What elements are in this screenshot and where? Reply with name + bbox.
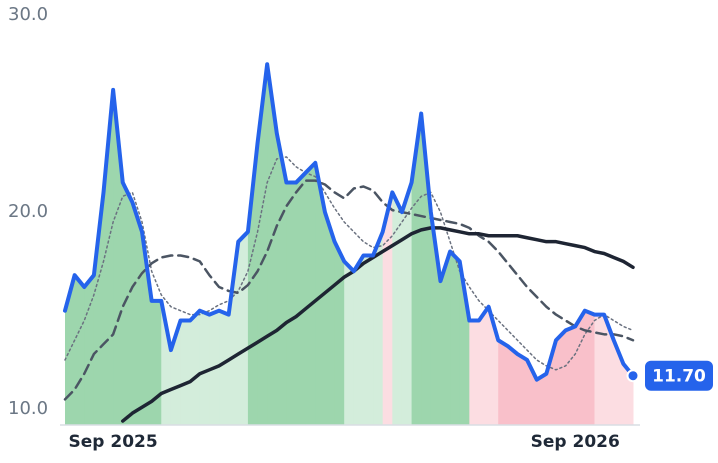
area-strip [276,133,287,425]
area-strip [74,275,85,425]
area-strip [344,261,355,425]
area-strip [142,231,153,425]
y-tick-label: 20.0 [8,201,48,222]
area-strip [469,320,480,425]
area-strip [238,231,249,425]
area-strip [584,310,595,425]
area-strip [594,314,605,425]
area-strip [315,162,326,425]
area-strip [478,306,490,425]
area-strip [219,310,230,425]
area-strip [565,326,576,425]
area-strip [180,320,191,425]
area-strip [401,182,413,425]
area-strip [93,192,105,425]
series-line [63,62,635,382]
area-strip [353,255,364,425]
area-strip [132,202,143,425]
area-strip [363,255,374,425]
series-line [64,156,634,371]
area-strip [305,162,316,425]
value-label: 11.70 [652,367,706,387]
area-strip [286,182,297,425]
area-strip [450,251,461,425]
area-strip [575,310,586,425]
series-line [121,226,635,423]
y-tick-label: 10.0 [8,398,48,419]
area-strip [517,354,528,425]
area-strip [199,310,210,425]
area-strip [334,241,345,425]
area-strip [440,251,451,425]
value-label-box [645,360,713,391]
last-point [626,369,640,383]
area-strip [411,113,422,426]
area-strip [507,346,518,425]
x-tick-label: Sep 2025 [69,432,158,452]
area-strip [459,261,470,425]
area-strip [555,330,567,425]
area-strip [373,231,384,425]
area-strip [190,310,201,425]
y-tick-label: 30.0 [8,4,48,25]
area-strip [604,314,615,425]
area-strip [84,275,95,425]
area-strip [296,172,307,425]
x-tick-label: Sep 2026 [531,432,620,452]
area-strip [122,182,133,425]
area-strip [324,212,336,425]
area-strip [151,300,162,425]
area-strip [257,64,268,426]
area-strip [546,340,557,425]
area-strip [536,373,547,425]
series-line [63,179,635,401]
area-strip [392,192,403,425]
area-strip [228,241,239,425]
area-strip [498,340,509,425]
